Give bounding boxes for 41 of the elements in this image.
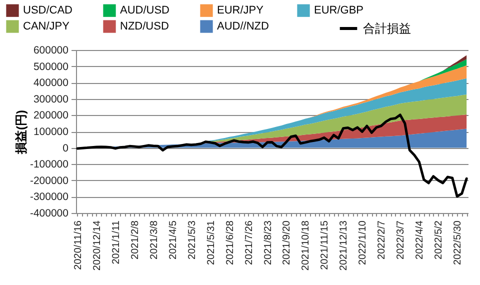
y-tick-label: 0 <box>62 142 69 154</box>
y-tick-label: -400000 <box>30 208 69 220</box>
x-tick-label: 2021/6/28 <box>224 220 236 265</box>
x-tick-label: 2021/5/3 <box>186 220 198 260</box>
x-tick-label: 2022/2/7 <box>376 220 388 260</box>
y-axis-title: 損益(円) <box>14 110 28 155</box>
y-tick-label: 100000 <box>33 126 69 138</box>
legend-label: 合計損益 <box>363 22 411 36</box>
legend-label: EUR/JPY <box>217 4 264 17</box>
y-tick-label: -200000 <box>30 174 69 187</box>
x-tick-label: 2021/11/15 <box>320 220 331 270</box>
y-tick-label: 200000 <box>33 110 69 122</box>
y-tick-label: 400000 <box>33 77 69 90</box>
x-tick-label: 2020/12/14 <box>92 220 103 271</box>
legend-label: AUD/USD <box>120 4 170 17</box>
y-tick-label: 300000 <box>33 93 69 106</box>
x-tick-label: 2021/2/8 <box>130 220 141 260</box>
legend-label: CAN/JPY <box>23 20 70 32</box>
y-tick-label: 500000 <box>33 60 69 73</box>
x-tick-label: 2021/3/8 <box>148 220 160 260</box>
legend-label: NZD/USD <box>120 20 169 32</box>
x-tick-label: 2021/12/13 <box>338 220 350 271</box>
x-tick-label: 2021/4/5 <box>168 220 179 260</box>
legend-label: AUD//NZD <box>217 20 269 32</box>
y-tick-label: -100000 <box>30 158 69 171</box>
x-tick-label: 2021/8/23 <box>262 220 274 265</box>
x-tick-label: 2021/9/20 <box>282 220 293 265</box>
y-tick-label: 600000 <box>33 44 69 56</box>
legend-label: USD/CAD <box>23 4 73 17</box>
x-tick-label: 2021/7/26 <box>244 220 255 265</box>
x-tick-label: 2020/11/16 <box>72 220 84 270</box>
x-tick-label: 2022/1/10 <box>358 220 369 265</box>
x-tick-label: 2022/5/2 <box>434 220 445 260</box>
legend-label: EUR/GBP <box>314 4 364 17</box>
x-tick-label: 2021/5/31 <box>206 220 217 265</box>
x-tick-label: 2022/4/4 <box>414 220 426 260</box>
x-tick-label: 2022/3/7 <box>396 220 407 260</box>
x-tick-label: 2021/1/11 <box>110 220 122 264</box>
x-tick-label: 2021/10/18 <box>300 220 312 271</box>
x-tick-label: 2022/5/30 <box>452 220 464 265</box>
y-tick-label: -300000 <box>30 191 69 204</box>
